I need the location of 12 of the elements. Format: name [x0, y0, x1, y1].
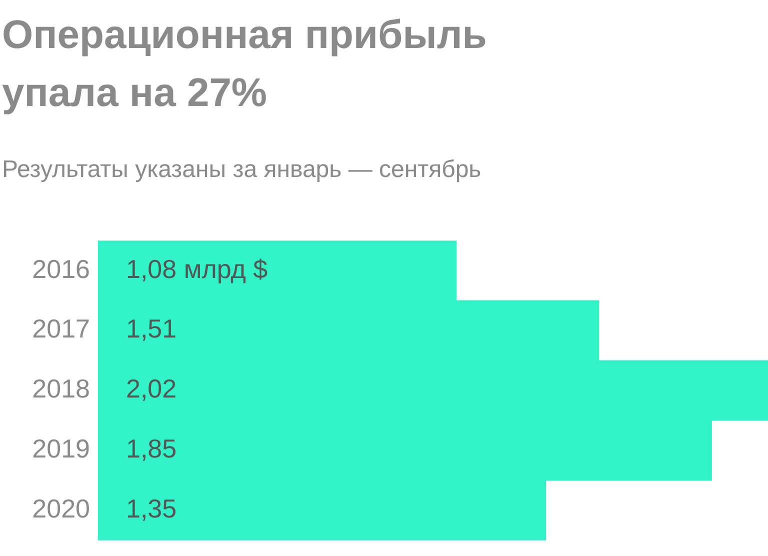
y-tick-label: 2019 [32, 434, 90, 464]
chart-subtitle: Результаты указаны за январь — сентябрь [2, 156, 482, 184]
y-tick-label: 2018 [32, 374, 90, 404]
data-label: 1,85 [126, 434, 177, 464]
data-label: 1,51 [126, 314, 177, 344]
y-tick-label: 2016 [32, 254, 90, 284]
data-label: 1,08 млрд $ [126, 254, 268, 284]
data-label: 1,35 [126, 494, 177, 524]
chart-title: Операционная прибыль упала на 27% [2, 12, 488, 117]
y-tick-label: 2020 [32, 494, 90, 524]
y-tick-label: 2017 [32, 314, 90, 344]
data-label: 2,02 [126, 374, 177, 404]
